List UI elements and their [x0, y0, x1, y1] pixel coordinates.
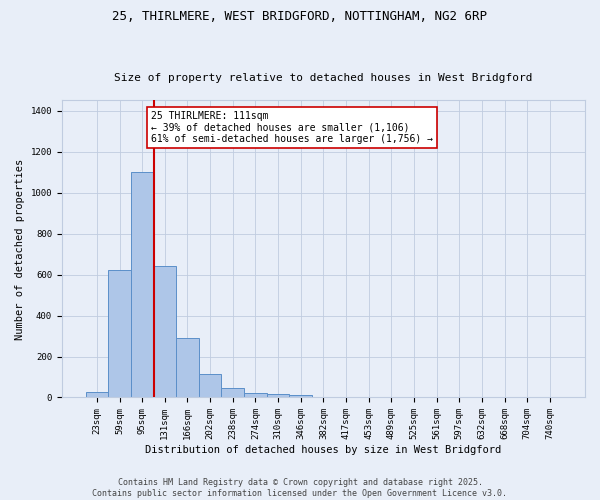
- Bar: [176, 338, 199, 398]
- Bar: [131, 172, 154, 398]
- Text: 25, THIRLMERE, WEST BRIDGFORD, NOTTINGHAM, NG2 6RP: 25, THIRLMERE, WEST BRIDGFORD, NOTTINGHA…: [113, 10, 487, 23]
- Text: 25 THIRLMERE: 111sqm
← 39% of detached houses are smaller (1,106)
61% of semi-de: 25 THIRLMERE: 111sqm ← 39% of detached h…: [151, 110, 433, 144]
- Text: Contains HM Land Registry data © Crown copyright and database right 2025.
Contai: Contains HM Land Registry data © Crown c…: [92, 478, 508, 498]
- Bar: [289, 395, 312, 398]
- Bar: [154, 266, 176, 398]
- Bar: [244, 394, 267, 398]
- X-axis label: Distribution of detached houses by size in West Bridgford: Distribution of detached houses by size …: [145, 445, 502, 455]
- Bar: [267, 394, 289, 398]
- Bar: [199, 374, 221, 398]
- Y-axis label: Number of detached properties: Number of detached properties: [15, 158, 25, 340]
- Title: Size of property relative to detached houses in West Bridgford: Size of property relative to detached ho…: [114, 73, 533, 83]
- Bar: [108, 270, 131, 398]
- Bar: [221, 388, 244, 398]
- Bar: [86, 392, 108, 398]
